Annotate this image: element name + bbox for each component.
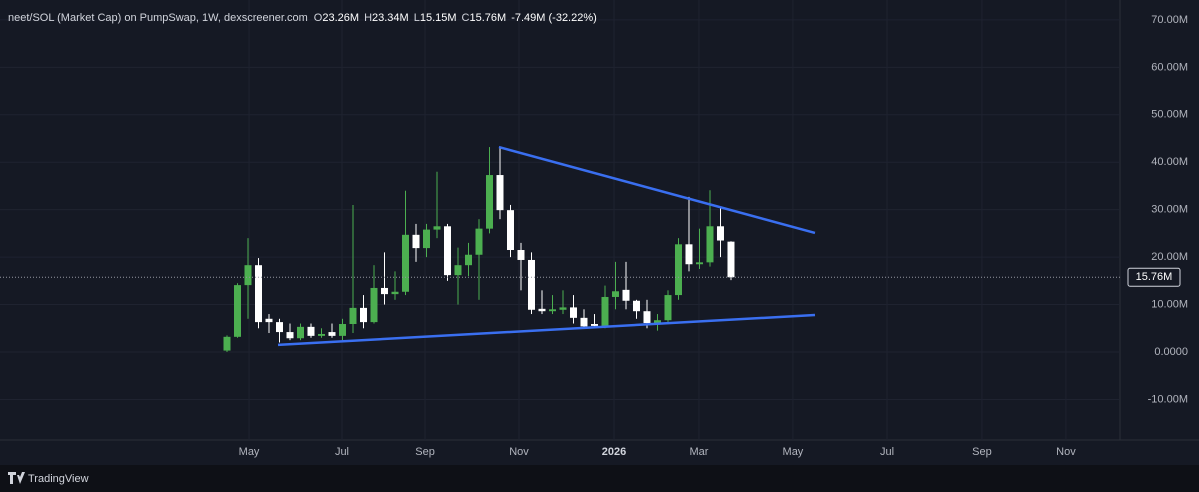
candle-body: [559, 307, 567, 310]
candle-body: [443, 226, 451, 276]
candle-body: [569, 307, 577, 318]
candle-body: [653, 320, 661, 324]
candle-body: [590, 324, 598, 326]
candle-body: [475, 228, 483, 255]
y-tick-label: -10.00M: [1148, 393, 1188, 405]
candle-body: [580, 317, 588, 327]
footer-brand: TradingView: [28, 473, 89, 485]
candle-body: [338, 324, 346, 336]
candle-body: [506, 210, 514, 251]
candle-body: [538, 308, 546, 312]
candle-body: [674, 244, 682, 296]
candle-body: [276, 322, 284, 333]
candle-body: [643, 311, 651, 324]
x-tick-label: 2026: [602, 446, 626, 458]
logo: [8, 472, 25, 484]
candle-body: [412, 234, 420, 249]
candle-body: [622, 289, 630, 301]
candle-body: [370, 287, 378, 323]
grid: [0, 0, 1120, 440]
x-tick-label: May: [239, 446, 260, 458]
candle-body: [496, 175, 504, 211]
x-tick-label: Sep: [415, 446, 435, 458]
candle-body: [255, 265, 263, 323]
y-tick-label: 0.0000: [1154, 346, 1188, 358]
background: [0, 0, 1199, 465]
x-tick-label: Jul: [880, 446, 894, 458]
y-tick-label: 40.00M: [1151, 156, 1188, 168]
candle-body: [359, 307, 367, 323]
candle-body: [685, 244, 693, 265]
x-tick-label: Nov: [509, 446, 529, 458]
x-tick-label: Nov: [1056, 446, 1076, 458]
candle-body: [234, 285, 242, 337]
candle-body: [244, 265, 252, 286]
y-tick-label: 60.00M: [1151, 61, 1188, 73]
candle-body: [454, 265, 462, 276]
candle-body: [422, 229, 430, 249]
candle-body: [611, 291, 619, 297]
ohlc-value: 15.76M: [470, 12, 507, 24]
ohlc-key: C: [462, 12, 470, 24]
plot: [0, 145, 1120, 352]
candle-body: [317, 333, 325, 336]
x-tick-label: Mar: [689, 446, 708, 458]
ohlc-change: -7.49M (-32.22%): [511, 12, 597, 24]
x-tick-label: May: [783, 446, 804, 458]
candle-body: [601, 296, 609, 326]
ohlc-value: 15.15M: [420, 12, 457, 24]
candle-body: [664, 295, 672, 321]
x-tick-label: Jul: [335, 446, 349, 458]
y-tick-label: 30.00M: [1151, 204, 1188, 216]
candle-body: [328, 332, 336, 336]
candle-body: [433, 226, 441, 230]
ohlc-value: 23.26M: [322, 12, 359, 24]
candle-body: [401, 234, 409, 292]
last-price-box: [1127, 267, 1181, 287]
candle-body: [695, 262, 703, 265]
footer-bar: [0, 465, 1199, 492]
candle-body: [716, 226, 724, 241]
y-tick-label: 50.00M: [1151, 109, 1188, 121]
candle-body: [727, 241, 735, 278]
y-tick-label: 70.00M: [1151, 14, 1188, 26]
candle-body: [527, 259, 535, 310]
trend-line: [498, 145, 816, 235]
candle-body: [391, 291, 399, 295]
ohlc-key: L: [414, 12, 420, 24]
candle-body: [632, 300, 640, 312]
trend-line: [277, 313, 816, 347]
candle-body: [223, 336, 231, 351]
candle-body: [265, 318, 273, 323]
candle-body: [380, 287, 388, 295]
candle-body: [286, 332, 294, 339]
x-tick-label: Sep: [972, 446, 992, 458]
y-tick-label: 10.00M: [1151, 298, 1188, 310]
candle-body: [349, 307, 357, 325]
ohlc-key: H: [364, 12, 372, 24]
candle-body: [297, 326, 305, 339]
candle-body: [706, 226, 714, 263]
ohlc-value: 23.34M: [372, 12, 409, 24]
last-price-label: 15.76M: [1136, 271, 1173, 283]
chart-title: neet/SOL (Market Cap) on PumpSwap, 1W, d…: [8, 12, 308, 24]
y-tick-label: 20.00M: [1151, 251, 1188, 263]
candle-body: [548, 309, 556, 312]
candle-body: [485, 175, 493, 229]
candle-body: [307, 326, 315, 336]
candle-body: [517, 250, 525, 260]
ohlc-key: O: [314, 12, 323, 24]
candle-body: [464, 254, 472, 266]
